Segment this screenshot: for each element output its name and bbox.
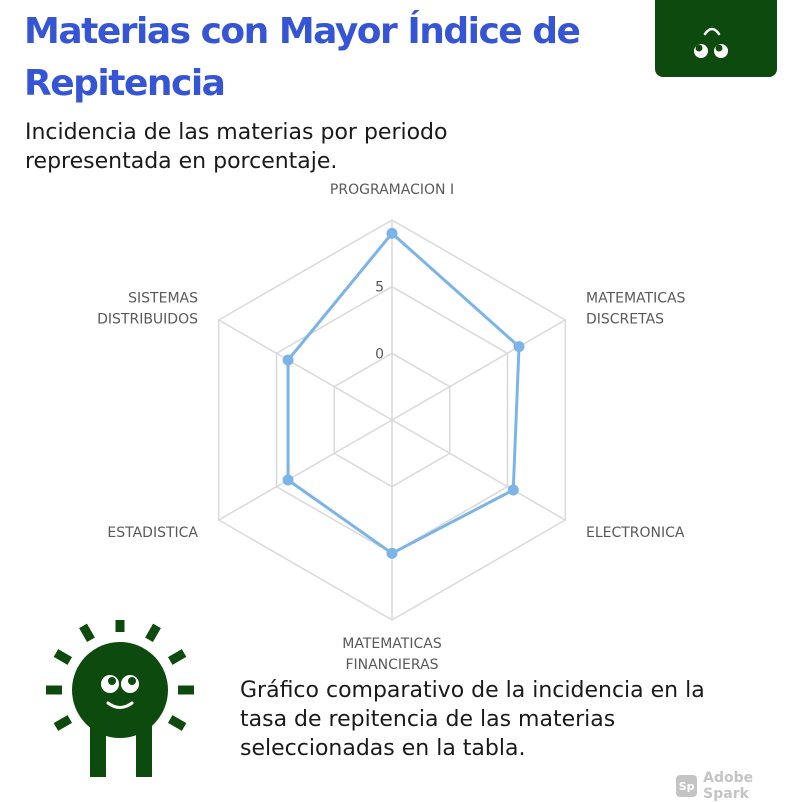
series-line-0 (286, 231, 521, 555)
mascot-ray-4 (167, 715, 187, 731)
mascot-smile (106, 701, 134, 709)
adobe-spark-watermark[interactable]: Sp Adobe Spark (676, 770, 800, 802)
eyes-icon (694, 27, 728, 58)
radar-category-labels: PROGRAMACION I MATEMATICAS DISCRETAS ELECTR… (97, 182, 685, 673)
axis-tick-label-1: 5 (375, 280, 384, 296)
data-point-0-3 (386, 547, 398, 559)
category-label-2: ELECTRONICA (586, 525, 685, 541)
axis-tick-label-0: 0 (375, 346, 384, 362)
mascot-body (72, 642, 168, 738)
page-subtitle: Incidencia de las materias por periodo r… (25, 120, 448, 174)
mascot-leg-left (90, 715, 106, 777)
radar-axis-ticks: 05 (375, 280, 384, 363)
data-point-0-5 (282, 354, 294, 366)
sun-mascot-icon (46, 620, 194, 777)
watermark-text: Adobe Spark (703, 770, 754, 802)
chart-caption: Gráfico comparativo de la incidencia en … (240, 678, 705, 761)
mascot-leg-right (136, 715, 152, 777)
grid-spoke-4 (218, 419, 393, 521)
page-title: Materias con Mayor Índice de Repitencia (24, 11, 581, 104)
mascot-ray-11 (79, 623, 95, 643)
adobe-spark-logo-icon: Sp (676, 775, 698, 797)
mascot-ray-2 (167, 649, 187, 665)
mascot-ray-10 (53, 649, 73, 665)
category-label-1: MATEMATICAS DISCRETAS (586, 291, 686, 328)
eyes-badge (655, 0, 777, 77)
radar-chart: PROGRAMACION I MATEMATICAS DISCRETAS ELECTR… (97, 182, 685, 673)
category-label-4: ESTADISTICA (107, 525, 198, 541)
grid-spoke-5 (218, 319, 393, 421)
grid-spoke-2 (391, 419, 566, 521)
data-point-0-0 (386, 227, 398, 239)
radar-grid (218, 219, 566, 621)
mascot-ray-8 (53, 715, 73, 731)
data-point-0-4 (282, 474, 294, 486)
data-point-0-1 (513, 341, 525, 353)
mascot-rays (46, 620, 194, 731)
data-point-0-2 (507, 484, 519, 496)
mascot-ray-1 (145, 623, 161, 643)
category-label-3: MATEMATICAS FINANCIERAS (342, 636, 442, 673)
grid-spoke-1 (391, 319, 566, 421)
radar-series (282, 227, 525, 559)
category-label-0: PROGRAMACION I (330, 182, 454, 198)
category-label-5: SISTEMAS DISTRIBUIDOS (97, 291, 198, 328)
